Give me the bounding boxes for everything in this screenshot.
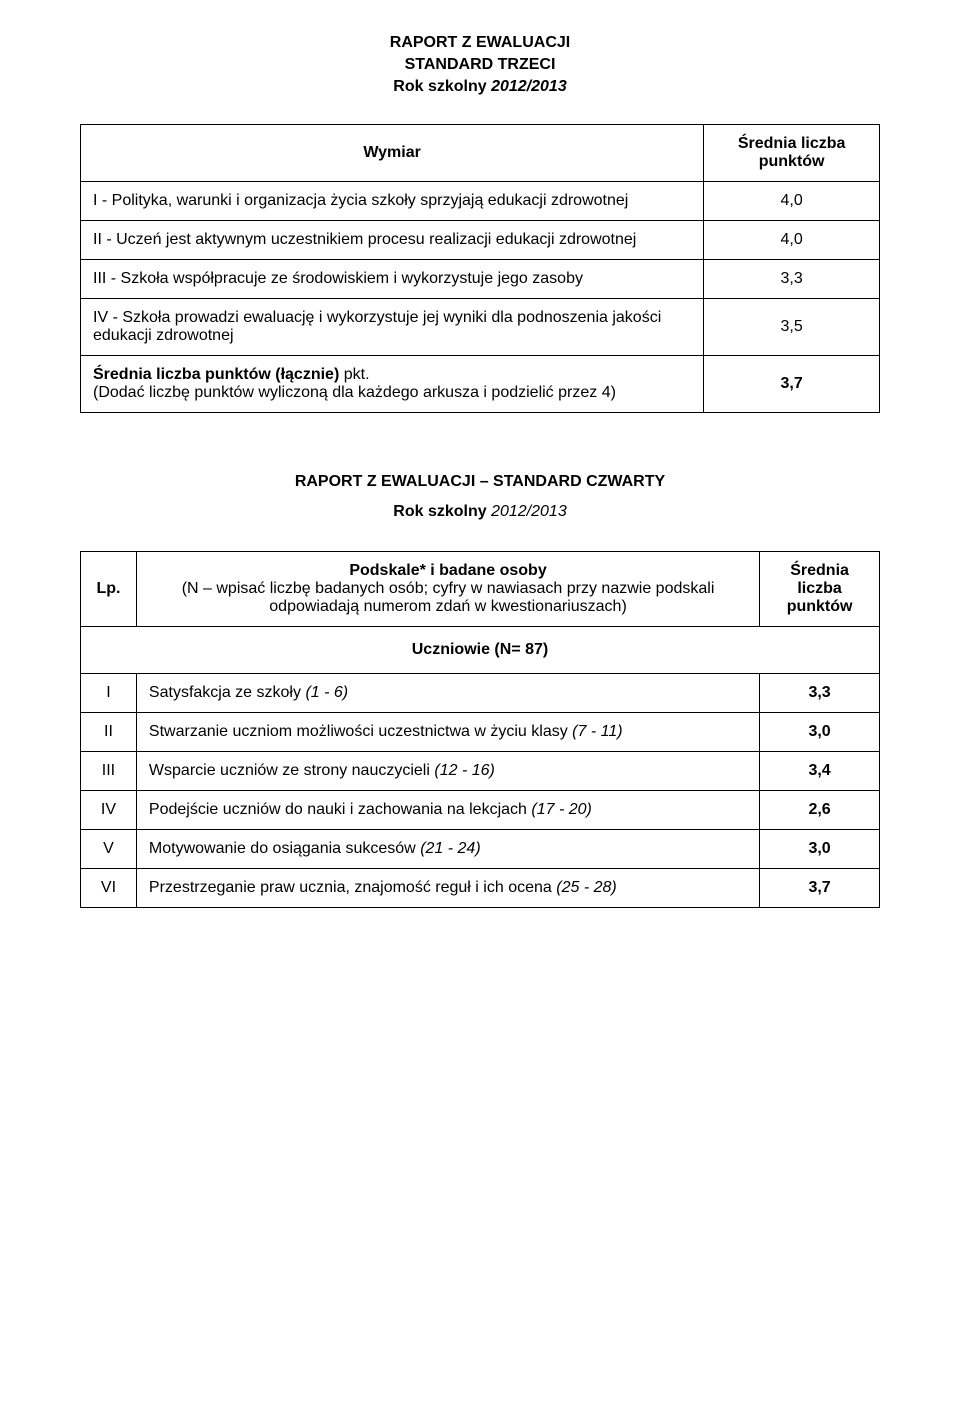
table-row: IV - Szkoła prowadzi ewaluację i wykorzy…	[81, 299, 880, 356]
podskale-header-cell: Podskale* i badane osoby (N – wpisać lic…	[136, 552, 759, 627]
podskale-title: Podskale* i badane osoby	[149, 562, 747, 580]
desc-range: (25 - 28)	[556, 879, 616, 896]
year-label: Rok szkolny	[393, 78, 486, 95]
lp-cell: II	[81, 713, 137, 752]
metric-value: 4,0	[704, 221, 880, 260]
sum-value: 3,7	[704, 356, 880, 413]
lp-cell: I	[81, 674, 137, 713]
lp-header: Lp.	[81, 552, 137, 627]
section2-title: RAPORT Z EWALUACJI – STANDARD CZWARTY	[80, 473, 880, 491]
val-cell: 3,0	[760, 830, 880, 869]
metric-value: 3,3	[704, 260, 880, 299]
col-wymiar: Wymiar	[81, 125, 704, 182]
table-row: I - Polityka, warunki i organizacja życi…	[81, 182, 880, 221]
table-row: III - Szkoła współpracuje ze środowiskie…	[81, 260, 880, 299]
desc-cell: Podejście uczniów do nauki i zachowania …	[136, 791, 759, 830]
report-header: RAPORT Z EWALUACJI STANDARD TRZECI Rok s…	[80, 34, 880, 96]
desc-text: Stwarzanie uczniom możliwości uczestnict…	[149, 723, 568, 740]
metric-label: III - Szkoła współpracuje ze środowiskie…	[81, 260, 704, 299]
desc-text: Przestrzeganie praw ucznia, znajomość re…	[149, 879, 552, 896]
year-label: Rok szkolny	[393, 503, 486, 520]
lp-cell: V	[81, 830, 137, 869]
desc-range: (1 - 6)	[305, 684, 348, 701]
uczniowie-row: Uczniowie (N= 87)	[81, 627, 880, 674]
lp-cell: IV	[81, 791, 137, 830]
srednia-header: Średnia liczba punktów	[760, 552, 880, 627]
desc-range: (17 - 20)	[531, 801, 591, 818]
val-cell: 3,0	[760, 713, 880, 752]
metric-label: II - Uczeń jest aktywnym uczestnikiem pr…	[81, 221, 704, 260]
sum-line2: (Dodać liczbę punktów wyliczoną dla każd…	[93, 384, 616, 401]
lp-cell: III	[81, 752, 137, 791]
table-row: II - Uczeń jest aktywnym uczestnikiem pr…	[81, 221, 880, 260]
title-line-2: STANDARD TRZECI	[80, 56, 880, 74]
table1-sum-row: Średnia liczba punktów (łącznie) pkt. (D…	[81, 356, 880, 413]
sum-label-cell: Średnia liczba punktów (łącznie) pkt. (D…	[81, 356, 704, 413]
desc-cell: Motywowanie do osiągania sukcesów (21 - …	[136, 830, 759, 869]
table-row: I Satysfakcja ze szkoły (1 - 6) 3,3	[81, 674, 880, 713]
desc-cell: Przestrzeganie praw ucznia, znajomość re…	[136, 869, 759, 908]
desc-text: Podejście uczniów do nauki i zachowania …	[149, 801, 527, 818]
desc-range: (7 - 11)	[572, 723, 622, 740]
section2-header: RAPORT Z EWALUACJI – STANDARD CZWARTY Ro…	[80, 473, 880, 521]
val-cell: 3,7	[760, 869, 880, 908]
school-year: Rok szkolny 2012/2013	[80, 78, 880, 96]
year-value: 2012/2013	[491, 78, 567, 95]
desc-range: (21 - 24)	[420, 840, 480, 857]
table-row: III Wsparcie uczniów ze strony nauczycie…	[81, 752, 880, 791]
val-cell: 3,3	[760, 674, 880, 713]
desc-cell: Satysfakcja ze szkoły (1 - 6)	[136, 674, 759, 713]
table1-header-row: Wymiar Średnia liczba punktów	[81, 125, 880, 182]
uczniowie-label: Uczniowie (N= 87)	[81, 627, 880, 674]
sum-line1: Średnia liczba punktów (łącznie)	[93, 366, 339, 383]
desc-text: Motywowanie do osiągania sukcesów	[149, 840, 416, 857]
table-row: IV Podejście uczniów do nauki i zachowan…	[81, 791, 880, 830]
table-row: V Motywowanie do osiągania sukcesów (21 …	[81, 830, 880, 869]
desc-cell: Stwarzanie uczniom możliwości uczestnict…	[136, 713, 759, 752]
table-row: II Stwarzanie uczniom możliwości uczestn…	[81, 713, 880, 752]
table2-header-row: Lp. Podskale* i badane osoby (N – wpisać…	[81, 552, 880, 627]
desc-cell: Wsparcie uczniów ze strony nauczycieli (…	[136, 752, 759, 791]
section2-year: Rok szkolny 2012/2013	[80, 503, 880, 521]
metric-value: 4,0	[704, 182, 880, 221]
table-standard-trzeci: Wymiar Średnia liczba punktów I - Polity…	[80, 124, 880, 413]
desc-text: Wsparcie uczniów ze strony nauczycieli	[149, 762, 430, 779]
val-cell: 2,6	[760, 791, 880, 830]
col-srednia: Średnia liczba punktów	[704, 125, 880, 182]
desc-range: (12 - 16)	[434, 762, 494, 779]
sum-pkt: pkt.	[344, 366, 370, 383]
podskale-sub: (N – wpisać liczbę badanych osób; cyfry …	[149, 580, 747, 616]
table-standard-czwarty: Lp. Podskale* i badane osoby (N – wpisać…	[80, 551, 880, 908]
metric-value: 3,5	[704, 299, 880, 356]
metric-label: I - Polityka, warunki i organizacja życi…	[81, 182, 704, 221]
lp-cell: VI	[81, 869, 137, 908]
table-row: VI Przestrzeganie praw ucznia, znajomość…	[81, 869, 880, 908]
title-line-1: RAPORT Z EWALUACJI	[80, 34, 880, 52]
metric-label: IV - Szkoła prowadzi ewaluację i wykorzy…	[81, 299, 704, 356]
desc-text: Satysfakcja ze szkoły	[149, 684, 301, 701]
year-value: 2012/2013	[491, 503, 567, 520]
val-cell: 3,4	[760, 752, 880, 791]
